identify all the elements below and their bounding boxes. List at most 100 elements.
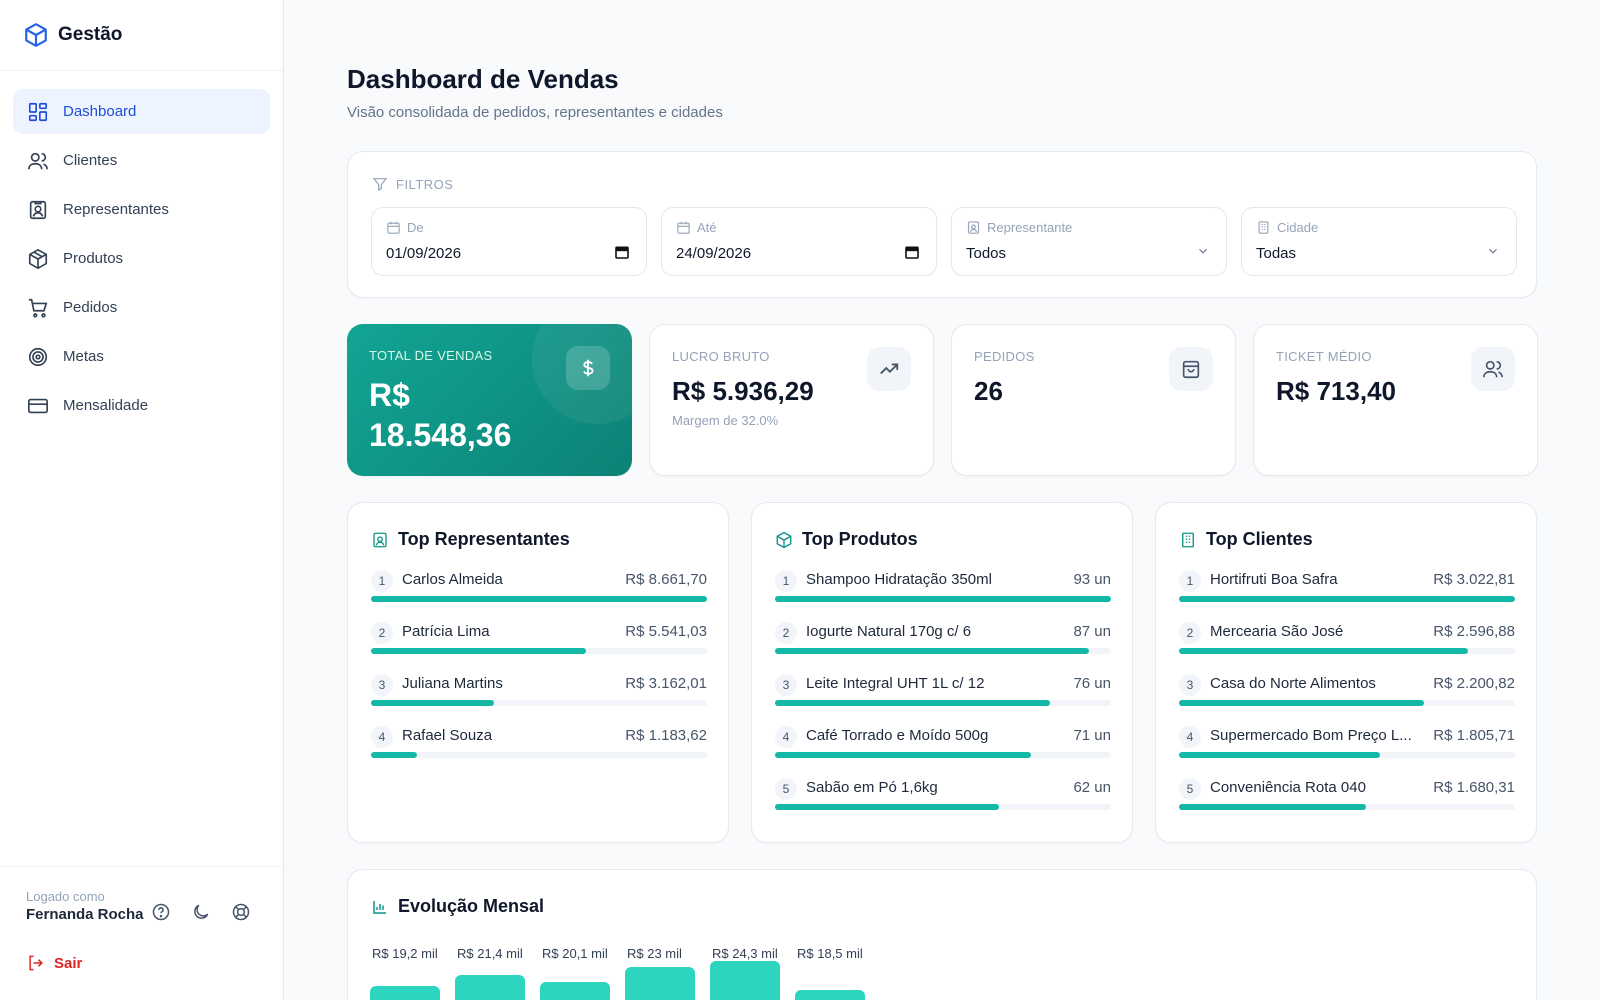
progress-track bbox=[371, 596, 707, 602]
sidebar: Gestão Dashboard Clientes Representantes… bbox=[0, 0, 284, 1000]
monthly-bar[interactable] bbox=[370, 986, 440, 1000]
ranking-name: Sabão em Pó 1,6kg bbox=[806, 779, 938, 796]
lifebuoy-icon[interactable] bbox=[226, 897, 256, 927]
progress-fill bbox=[371, 648, 587, 654]
top-representantes-card: Top Representantes 1 Carlos Almeida R$ 8.6… bbox=[347, 502, 729, 843]
ranking-value: R$ 2.200,82 bbox=[1433, 675, 1515, 692]
help-icon[interactable] bbox=[146, 897, 176, 927]
ranking-value: R$ 2.596,88 bbox=[1433, 623, 1515, 640]
progress-fill bbox=[1179, 700, 1424, 706]
progress-track bbox=[775, 804, 1111, 810]
rank-badge: 1 bbox=[1179, 570, 1201, 592]
progress-track bbox=[371, 752, 707, 758]
progress-track bbox=[1179, 804, 1515, 810]
card-title: Top Clientes bbox=[1179, 529, 1313, 550]
kpi-label: LUCRO BRUTO bbox=[672, 349, 770, 364]
representative-select[interactable]: Representante Todos bbox=[951, 207, 1227, 276]
nav-label: Pedidos bbox=[63, 299, 118, 316]
rank-badge: 3 bbox=[775, 674, 797, 696]
date-from-field[interactable]: De 01/09/2026 bbox=[371, 207, 647, 276]
progress-track bbox=[371, 700, 707, 706]
bar-label: R$ 24,3 mil bbox=[712, 946, 778, 961]
rank-badge: 3 bbox=[1179, 674, 1201, 696]
progress-track bbox=[775, 596, 1111, 602]
monthly-bar[interactable] bbox=[540, 982, 610, 1000]
calendar-icon bbox=[387, 221, 400, 234]
rank-badge: 4 bbox=[775, 726, 797, 748]
filter-icon bbox=[372, 178, 388, 191]
ranking-name: Conveniência Rota 040 bbox=[1210, 779, 1366, 796]
bar-label: R$ 23 mil bbox=[627, 946, 682, 961]
nav-item-produtos[interactable]: Produtos bbox=[13, 236, 270, 281]
monthly-bar[interactable] bbox=[710, 961, 780, 1000]
ranking-value: R$ 1.680,31 bbox=[1433, 779, 1515, 796]
kpi-pedidos: PEDIDOS 26 bbox=[951, 324, 1236, 476]
filters-card: FILTROS De 01/09/2026 Até 24/09/2026 Rep… bbox=[347, 151, 1537, 298]
cart-icon bbox=[26, 296, 50, 320]
date-to-label: Até bbox=[697, 220, 717, 235]
nav-item-metas[interactable]: Metas bbox=[13, 334, 270, 379]
cube-logo-icon bbox=[22, 21, 50, 49]
moon-icon[interactable] bbox=[186, 897, 216, 927]
kpi-lucro-bruto: LUCRO BRUTO R$ 5.936,29 Margem de 32.0% bbox=[649, 324, 934, 476]
nav-item-clientes[interactable]: Clientes bbox=[13, 138, 270, 183]
rank-badge: 2 bbox=[775, 622, 797, 644]
top-produtos-card: Top Produtos 1 Shampoo Hidratação 350ml 93… bbox=[751, 502, 1133, 843]
ranking-row: 1 Carlos Almeida R$ 8.661,70 bbox=[371, 570, 707, 610]
logout-label: Sair bbox=[54, 954, 83, 972]
monthly-bar[interactable] bbox=[625, 967, 695, 1000]
ranking-row: 3 Juliana Martins R$ 3.162,01 bbox=[371, 674, 707, 714]
users-icon bbox=[1471, 347, 1515, 391]
building-icon bbox=[1258, 221, 1269, 234]
monthly-bar[interactable] bbox=[795, 990, 865, 1000]
trending-up-icon bbox=[867, 347, 911, 391]
ranking-name: Patrícia Lima bbox=[402, 623, 490, 640]
rank-badge: 3 bbox=[371, 674, 393, 696]
top-clientes-card: Top Clientes 1 Hortifruti Boa Safra R$ 3.0… bbox=[1155, 502, 1537, 843]
users-icon bbox=[26, 149, 50, 173]
logout-button[interactable]: Sair bbox=[26, 953, 82, 973]
ranking-name: Mercearia São José bbox=[1210, 623, 1344, 640]
nav-item-representantes[interactable]: Representantes bbox=[13, 187, 270, 232]
nav-item-pedidos[interactable]: Pedidos bbox=[13, 285, 270, 330]
ranking-name: Café Torrado e Moído 500g bbox=[806, 727, 989, 744]
city-select[interactable]: Cidade Todas bbox=[1241, 207, 1517, 276]
progress-track bbox=[1179, 648, 1515, 654]
calendar-picker-icon[interactable] bbox=[904, 244, 920, 265]
ranking-value: R$ 5.541,03 bbox=[625, 623, 707, 640]
card-title-text: Top Representantes bbox=[398, 529, 570, 549]
date-to-field[interactable]: Até 24/09/2026 bbox=[661, 207, 937, 276]
nav-item-mensalidade[interactable]: Mensalidade bbox=[13, 383, 270, 428]
footer-actions bbox=[146, 897, 256, 927]
shopping-bag-icon bbox=[1169, 347, 1213, 391]
kpi-value: R$ 18.548,36 bbox=[369, 377, 512, 453]
ranking-row: 4 Café Torrado e Moído 500g 71 un bbox=[775, 726, 1111, 766]
nav-label: Dashboard bbox=[63, 103, 137, 120]
progress-fill bbox=[1179, 648, 1468, 654]
card-title-text: Top Produtos bbox=[802, 529, 918, 549]
ranking-value: 87 un bbox=[1073, 623, 1111, 640]
ranking-name: Casa do Norte Alimentos bbox=[1210, 675, 1376, 692]
id-badge-icon bbox=[373, 532, 387, 547]
rank-badge: 5 bbox=[775, 778, 797, 800]
ranking-row: 2 Iogurte Natural 170g c/ 6 87 un bbox=[775, 622, 1111, 662]
city-label: Cidade bbox=[1277, 220, 1319, 235]
ranking-name: Hortifruti Boa Safra bbox=[1210, 571, 1338, 588]
bar-chart-icon bbox=[373, 900, 386, 914]
progress-track bbox=[775, 700, 1111, 706]
brand[interactable]: Gestão bbox=[0, 0, 283, 71]
building-icon bbox=[1182, 532, 1194, 547]
ranking-value: R$ 1.805,71 bbox=[1433, 727, 1515, 744]
box-icon bbox=[26, 247, 50, 271]
nav-item-dashboard[interactable]: Dashboard bbox=[13, 89, 270, 134]
city-value: Todas bbox=[1256, 245, 1297, 262]
ranking-row: 5 Conveniência Rota 040 R$ 1.680,31 bbox=[1179, 778, 1515, 818]
id-badge-icon bbox=[26, 198, 50, 222]
monthly-bar[interactable] bbox=[455, 975, 525, 1000]
user-name: Fernanda Rocha bbox=[26, 906, 144, 923]
ranking-name: Juliana Martins bbox=[402, 675, 503, 692]
calendar-picker-icon[interactable] bbox=[614, 244, 630, 265]
ranking-value: R$ 8.661,70 bbox=[625, 571, 707, 588]
target-icon bbox=[26, 345, 50, 369]
card-title-text: Top Clientes bbox=[1206, 529, 1313, 549]
